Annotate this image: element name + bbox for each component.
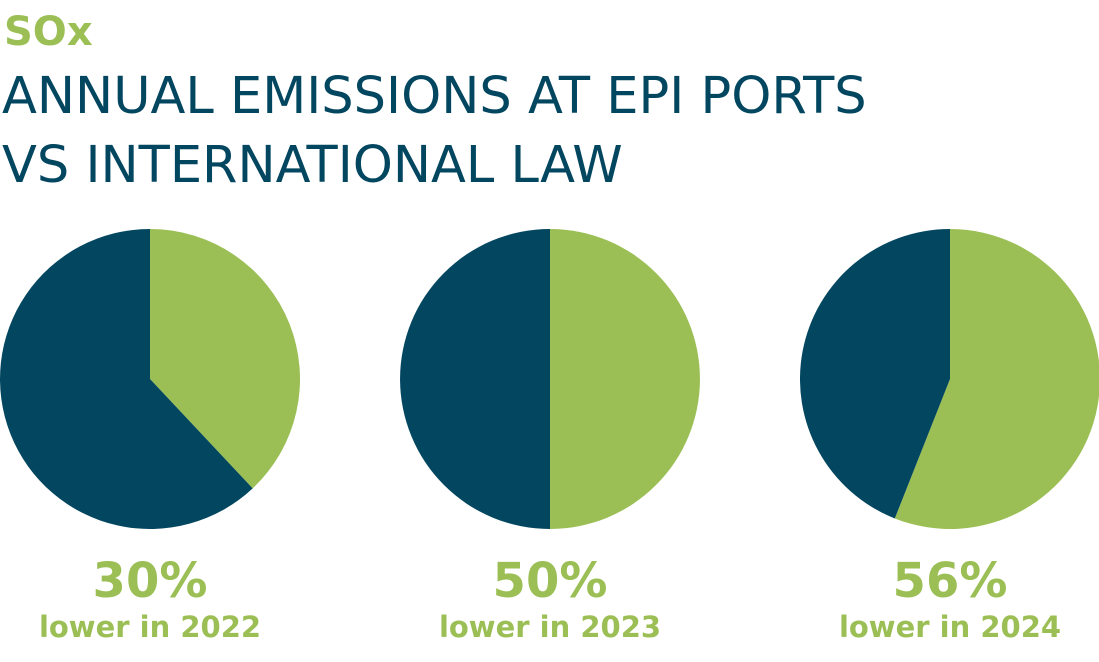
pie-annotation: 50% [493,553,608,609]
subtitle: ANNUAL EMISSIONS AT EPI PORTS [2,67,867,126]
title: SOx [4,9,93,55]
pie-slice [894,229,1099,529]
pie-slice [0,229,253,530]
pie-note: lower in 2023 [439,610,661,644]
pie-slice [400,229,550,529]
subtitle: VS INTERNATIONAL LAW [2,136,623,195]
pie-annotation: 30% [93,553,208,609]
pie-note: lower in 2024 [839,610,1061,644]
pie-slice [150,229,301,489]
pie-note: lower in 2022 [39,610,261,644]
pie-annotation: 56% [893,553,1008,609]
pie-slice [799,229,950,519]
pie-slice [550,229,700,529]
